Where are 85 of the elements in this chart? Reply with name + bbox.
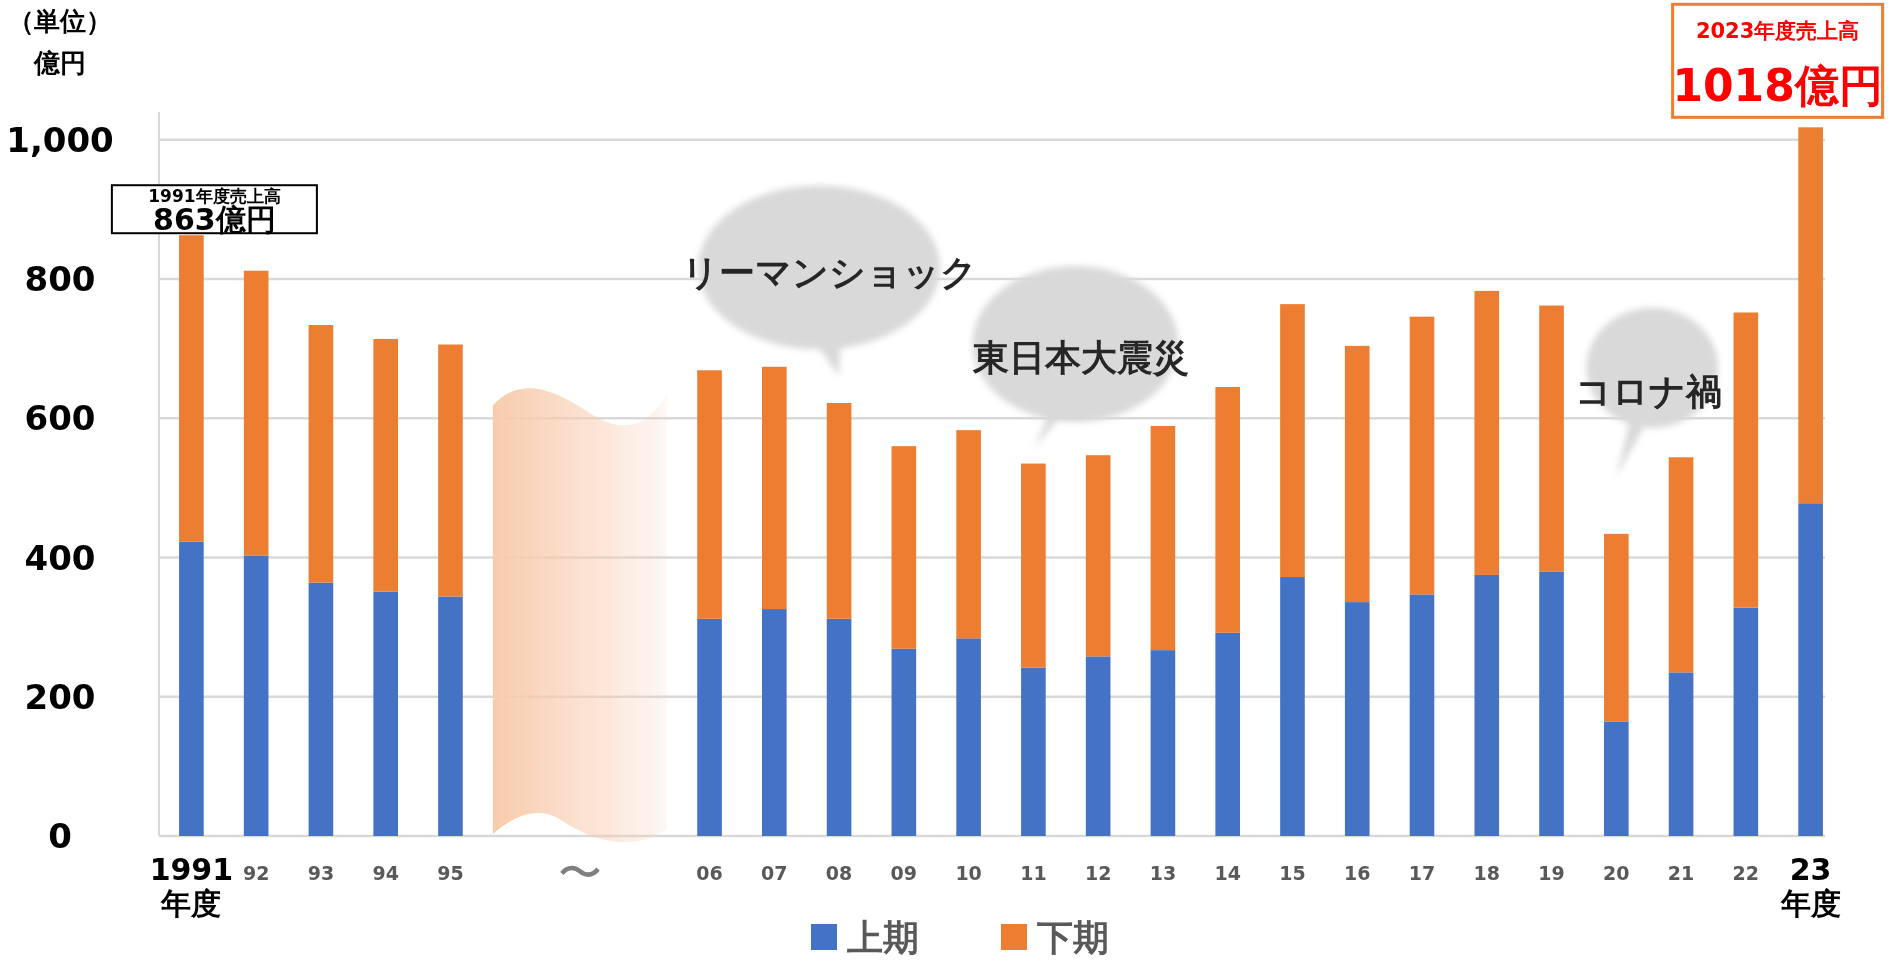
bar bbox=[1798, 503, 1823, 836]
y-tick-label: 400 bbox=[24, 537, 96, 578]
y-tick-label: 0 bbox=[48, 816, 72, 856]
x-tick-label: 09 bbox=[890, 862, 918, 884]
bar bbox=[1344, 602, 1370, 836]
x-tick-label: 〜 bbox=[558, 847, 602, 898]
bar bbox=[1085, 455, 1111, 657]
bar bbox=[956, 638, 981, 836]
bar bbox=[179, 541, 204, 836]
bar bbox=[438, 596, 463, 836]
bar bbox=[438, 344, 463, 597]
annotation: リーマンショック bbox=[681, 251, 977, 293]
x-tick-label: 21 bbox=[1667, 862, 1695, 884]
legend-label: 上期 bbox=[847, 917, 919, 958]
x-tick-label: 15 bbox=[1279, 862, 1306, 884]
bar bbox=[956, 430, 981, 639]
x-tick-label: 18 bbox=[1473, 862, 1500, 884]
x-tick-label: 93 bbox=[307, 862, 335, 884]
bar bbox=[243, 270, 269, 556]
x-tick-label: 14 bbox=[1214, 862, 1241, 884]
bar bbox=[373, 591, 398, 836]
y-axis-title: 億円 bbox=[33, 48, 86, 78]
bar bbox=[762, 609, 787, 836]
y-tick-label: 800 bbox=[24, 259, 96, 300]
x-tick-label: 22 bbox=[1732, 862, 1760, 884]
y-tick-label: 600 bbox=[24, 398, 96, 439]
bar bbox=[1668, 457, 1694, 673]
y-tick-label: 200 bbox=[24, 676, 96, 717]
x-tick-label: 1991 年度 bbox=[149, 852, 234, 921]
bar bbox=[308, 325, 334, 583]
bar bbox=[762, 366, 787, 610]
bar bbox=[891, 648, 917, 836]
bar bbox=[1539, 571, 1564, 836]
bar bbox=[1150, 425, 1176, 651]
bar bbox=[1215, 386, 1240, 633]
x-tick-label: 23 年度 bbox=[1779, 852, 1841, 921]
annotation: 2023年度売上高 1018億円 bbox=[1672, 19, 1883, 112]
x-tick-label: 19 bbox=[1538, 862, 1565, 884]
bar bbox=[826, 402, 852, 619]
x-tick-label: 95 bbox=[437, 862, 464, 884]
bar bbox=[1280, 577, 1305, 836]
annotation: コロナ禍 bbox=[1574, 370, 1722, 412]
bar bbox=[1604, 721, 1629, 836]
x-tick-label: 11 bbox=[1020, 862, 1047, 884]
text: （単位） bbox=[8, 6, 112, 36]
x-tick-label: 12 bbox=[1084, 862, 1112, 884]
x-tick-label: 08 bbox=[825, 862, 853, 884]
bar bbox=[1604, 533, 1629, 722]
bar bbox=[1215, 632, 1240, 836]
bar bbox=[1021, 667, 1046, 836]
bar bbox=[1344, 345, 1370, 603]
legend-label: 下期 bbox=[1037, 917, 1109, 958]
bar bbox=[1539, 305, 1564, 572]
bar bbox=[697, 618, 722, 836]
x-tick-label: 16 bbox=[1344, 862, 1371, 884]
bar bbox=[373, 338, 398, 592]
bar bbox=[1021, 463, 1046, 668]
bar bbox=[1474, 574, 1500, 836]
bar bbox=[1280, 304, 1305, 578]
bar bbox=[308, 582, 334, 836]
x-tick-label: 20 bbox=[1603, 862, 1630, 884]
bar bbox=[1733, 312, 1759, 608]
x-tick-label: 07 bbox=[761, 862, 788, 884]
bar bbox=[1668, 672, 1694, 836]
annotation: 1991年度売上高 863億円 bbox=[148, 186, 281, 238]
x-tick-label: 13 bbox=[1149, 862, 1177, 884]
x-tick-label: 92 bbox=[242, 862, 270, 884]
bar bbox=[1733, 607, 1759, 836]
bar bbox=[1798, 127, 1823, 504]
bar bbox=[1409, 316, 1435, 595]
bar bbox=[826, 618, 852, 836]
bar bbox=[1085, 656, 1111, 836]
bar bbox=[891, 446, 917, 649]
bar bbox=[243, 555, 269, 836]
annotation: 東日本大震災 bbox=[972, 336, 1190, 378]
x-tick-label: 94 bbox=[372, 862, 399, 884]
bar bbox=[1474, 290, 1500, 575]
bar bbox=[1409, 594, 1435, 836]
x-tick-label: 17 bbox=[1408, 862, 1436, 884]
bar bbox=[697, 370, 722, 619]
bar bbox=[1150, 650, 1176, 836]
y-tick-label: 1,000 bbox=[6, 119, 114, 160]
x-tick-label: 06 bbox=[696, 862, 723, 884]
bar bbox=[179, 235, 204, 542]
x-tick-label: 10 bbox=[955, 862, 982, 884]
